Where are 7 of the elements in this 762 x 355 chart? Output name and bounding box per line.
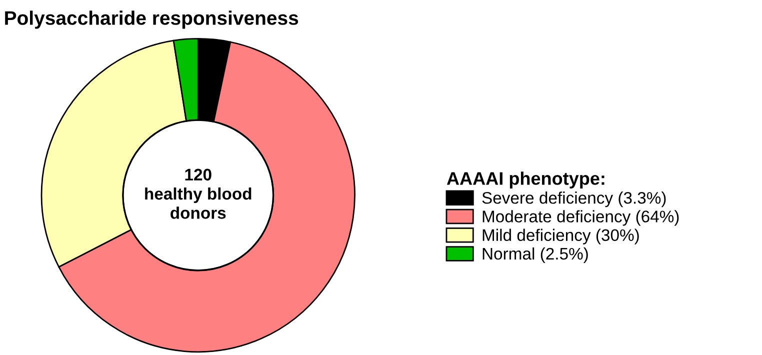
legend-label: Mild deficiency (30%): [482, 228, 639, 244]
legend-title: AAAAI phenotype:: [446, 172, 604, 188]
chart-title: Polysaccharide responsiveness: [5, 10, 298, 29]
text: 120 healthy blood donors: [145, 168, 252, 219]
legend-label: Normal (2.5%): [482, 247, 588, 263]
legend-label: Severe deficiency (3.3%): [482, 192, 666, 208]
legend-label: Moderate deficiency (64%): [482, 210, 679, 226]
